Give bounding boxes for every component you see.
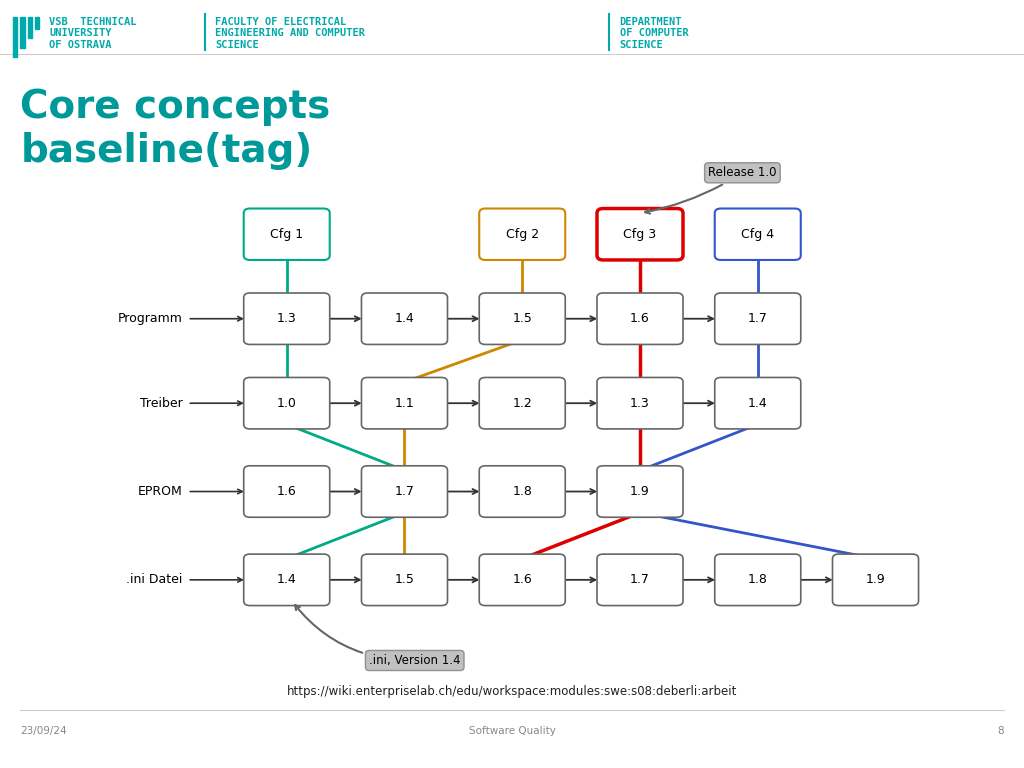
Text: 1.6: 1.6 — [276, 485, 297, 498]
FancyBboxPatch shape — [479, 293, 565, 344]
FancyBboxPatch shape — [715, 378, 801, 429]
Text: OF OSTRAVA: OF OSTRAVA — [49, 40, 112, 50]
Text: Cfg 2: Cfg 2 — [506, 228, 539, 240]
Text: 1.8: 1.8 — [512, 485, 532, 498]
Text: SCIENCE: SCIENCE — [620, 40, 664, 50]
Text: UNIVERSITY: UNIVERSITY — [49, 28, 112, 38]
Text: Core concepts
baseline(tag): Core concepts baseline(tag) — [20, 88, 331, 170]
Text: 8: 8 — [997, 726, 1004, 737]
Text: 1.4: 1.4 — [276, 574, 297, 586]
Text: https://wiki.enterpriselab.ch/edu/workspace:modules:swe:s08:deberli:arbeit: https://wiki.enterpriselab.ch/edu/worksp… — [287, 685, 737, 697]
Text: 1.7: 1.7 — [748, 313, 768, 325]
Text: 1.6: 1.6 — [630, 313, 650, 325]
Text: OF COMPUTER: OF COMPUTER — [620, 28, 688, 38]
FancyBboxPatch shape — [715, 209, 801, 260]
Bar — [28, 17, 32, 38]
Text: Cfg 4: Cfg 4 — [741, 228, 774, 240]
Bar — [13, 17, 17, 57]
Text: 1.4: 1.4 — [394, 313, 415, 325]
Text: 23/09/24: 23/09/24 — [20, 726, 68, 737]
FancyBboxPatch shape — [715, 554, 801, 605]
FancyBboxPatch shape — [479, 465, 565, 518]
FancyBboxPatch shape — [597, 209, 683, 260]
Text: 1.5: 1.5 — [394, 574, 415, 586]
FancyBboxPatch shape — [597, 465, 683, 518]
Text: VSB  TECHNICAL: VSB TECHNICAL — [49, 17, 136, 27]
Bar — [20, 17, 25, 48]
FancyBboxPatch shape — [479, 554, 565, 605]
FancyBboxPatch shape — [244, 554, 330, 605]
Text: 1.5: 1.5 — [512, 313, 532, 325]
Text: SCIENCE: SCIENCE — [215, 40, 259, 50]
Text: 1.6: 1.6 — [512, 574, 532, 586]
Text: .ini Datei: .ini Datei — [126, 574, 182, 586]
FancyBboxPatch shape — [361, 554, 447, 605]
Text: Cfg 3: Cfg 3 — [624, 228, 656, 240]
Text: 1.3: 1.3 — [630, 397, 650, 409]
FancyBboxPatch shape — [361, 293, 447, 344]
Text: DEPARTMENT: DEPARTMENT — [620, 17, 682, 27]
FancyBboxPatch shape — [715, 293, 801, 344]
Text: 1.0: 1.0 — [276, 397, 297, 409]
Text: Software Quality: Software Quality — [469, 726, 555, 737]
Text: 1.7: 1.7 — [630, 574, 650, 586]
FancyBboxPatch shape — [244, 378, 330, 429]
FancyBboxPatch shape — [597, 378, 683, 429]
Bar — [35, 17, 39, 29]
Text: 1.8: 1.8 — [748, 574, 768, 586]
Text: 1.2: 1.2 — [512, 397, 532, 409]
Text: Cfg 1: Cfg 1 — [270, 228, 303, 240]
Text: 1.7: 1.7 — [394, 485, 415, 498]
FancyBboxPatch shape — [597, 554, 683, 605]
FancyBboxPatch shape — [244, 293, 330, 344]
Text: 1.4: 1.4 — [748, 397, 768, 409]
FancyBboxPatch shape — [244, 465, 330, 518]
FancyBboxPatch shape — [361, 378, 447, 429]
Text: EPROM: EPROM — [137, 485, 182, 498]
Text: Release 1.0: Release 1.0 — [645, 167, 776, 214]
FancyBboxPatch shape — [361, 465, 447, 518]
Text: Treiber: Treiber — [139, 397, 182, 409]
FancyBboxPatch shape — [597, 293, 683, 344]
FancyBboxPatch shape — [833, 554, 919, 605]
Text: Programm: Programm — [118, 313, 182, 325]
Text: 1.1: 1.1 — [394, 397, 415, 409]
Text: 1.9: 1.9 — [865, 574, 886, 586]
Text: .ini, Version 1.4: .ini, Version 1.4 — [295, 605, 461, 667]
Text: FACULTY OF ELECTRICAL: FACULTY OF ELECTRICAL — [215, 17, 346, 27]
FancyBboxPatch shape — [244, 209, 330, 260]
Text: 1.3: 1.3 — [276, 313, 297, 325]
Text: 1.9: 1.9 — [630, 485, 650, 498]
FancyBboxPatch shape — [479, 378, 565, 429]
FancyBboxPatch shape — [479, 209, 565, 260]
Text: ENGINEERING AND COMPUTER: ENGINEERING AND COMPUTER — [215, 28, 365, 38]
